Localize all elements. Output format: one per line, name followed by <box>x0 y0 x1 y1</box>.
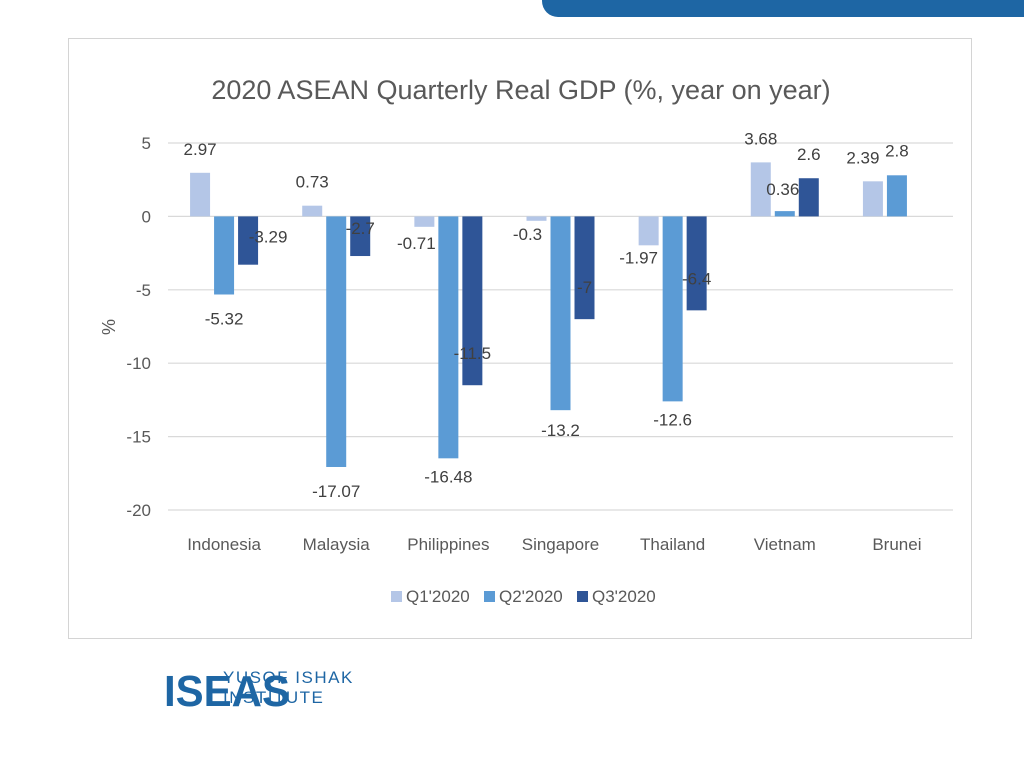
data-label-thailand-q1: -1.97 <box>619 248 658 267</box>
data-label-thailand-q3: -6.4 <box>682 269 711 288</box>
bar-vietnam-q2 <box>774 211 795 217</box>
logo-wordmark: YUSOF ISHAK INSTITUTE <box>223 668 354 708</box>
data-label-singapore-q1: -0.3 <box>513 225 542 244</box>
data-label-singapore-q3: -7 <box>577 278 592 297</box>
bar-thailand-q3 <box>686 216 707 311</box>
chart-title: 2020 ASEAN Quarterly Real GDP (%, year o… <box>211 75 830 105</box>
x-tick-label-indonesia: Indonesia <box>187 535 261 554</box>
data-label-indonesia-q1: 2.97 <box>184 140 217 159</box>
bar-malaysia-q2 <box>326 216 347 467</box>
data-label-indonesia-q2: -5.32 <box>205 309 244 328</box>
bar-malaysia-q3 <box>350 216 371 257</box>
legend-label-q2: Q2'2020 <box>499 587 563 606</box>
bar-singapore-q3 <box>574 216 595 320</box>
data-label-vietnam-q3: 2.6 <box>797 145 821 164</box>
chart-frame: 2020 ASEAN Quarterly Real GDP (%, year o… <box>68 38 972 639</box>
bar-vietnam-q1 <box>750 162 771 217</box>
data-label-thailand-q2: -12.6 <box>653 410 692 429</box>
data-label-philippines-q2: -16.48 <box>424 467 472 486</box>
logo-line-1: YUSOF ISHAK <box>223 668 354 687</box>
bar-malaysia-q1 <box>302 205 323 217</box>
x-tick-label-malaysia: Malaysia <box>303 535 371 554</box>
bar-philippines-q1 <box>414 216 435 227</box>
y-axis-label: % <box>99 319 119 335</box>
data-label-malaysia-q3: -2.7 <box>346 219 375 238</box>
bar-philippines-q3 <box>462 216 483 386</box>
bar-brunei-q2 <box>886 175 907 217</box>
bar-philippines-q2 <box>438 216 459 459</box>
gdp-bar-chart: 2020 ASEAN Quarterly Real GDP (%, year o… <box>99 75 953 606</box>
x-tick-label-singapore: Singapore <box>522 535 600 554</box>
bars <box>190 162 907 467</box>
data-label-malaysia-q2: -17.07 <box>312 482 360 501</box>
data-label-indonesia-q3: -3.29 <box>249 228 288 247</box>
x-tick-label-vietnam: Vietnam <box>754 535 816 554</box>
bar-thailand-q1 <box>638 216 659 246</box>
logo-mark-text: ISEAS <box>164 668 290 712</box>
bar-singapore-q1 <box>526 216 547 221</box>
data-label-singapore-q2: -13.2 <box>541 421 580 440</box>
legend-swatch-q2 <box>484 591 495 602</box>
iseas-logo-mark: ISEAS <box>164 668 290 712</box>
y-tick-label: -15 <box>126 428 151 447</box>
y-tick-label: -10 <box>126 354 151 373</box>
y-tick-label: -20 <box>126 501 151 520</box>
data-label-vietnam-q1: 3.68 <box>744 129 777 148</box>
y-tick-label: 0 <box>142 207 151 226</box>
bar-brunei-q1 <box>862 181 883 217</box>
legend-label-q3: Q3'2020 <box>592 587 656 606</box>
data-label-philippines-q3: -11.5 <box>454 344 492 363</box>
legend-swatch-q1 <box>391 591 402 602</box>
header-accent-bar <box>542 0 1024 17</box>
bar-indonesia-q2 <box>214 216 235 295</box>
legend: Q1'2020 Q2'2020 Q3'2020 <box>391 587 656 606</box>
y-tick-label: 5 <box>142 134 151 153</box>
bar-singapore-q2 <box>550 216 571 411</box>
bar-vietnam-q3 <box>798 178 819 217</box>
bar-indonesia-q3 <box>238 216 259 265</box>
data-label-malaysia-q1: 0.73 <box>296 173 329 192</box>
bar-indonesia-q1 <box>190 172 211 217</box>
data-label-vietnam-q2: 0.36 <box>766 180 799 199</box>
x-tick-label-thailand: Thailand <box>640 535 705 554</box>
legend-swatch-q3 <box>577 591 588 602</box>
legend-label-q1: Q1'2020 <box>406 587 470 606</box>
x-tick-label-philippines: Philippines <box>407 535 489 554</box>
data-label-brunei-q2: 2.8 <box>885 141 909 160</box>
bar-thailand-q2 <box>662 216 683 402</box>
data-label-brunei-q1: 2.39 <box>846 148 879 167</box>
data-labels: 2.97 -5.32 -3.29 0.73 -17.07 -2.7 -0.71 -16.48 -… <box>184 129 909 501</box>
data-label-philippines-q1: -0.71 <box>397 234 436 253</box>
x-tick-label-brunei: Brunei <box>872 535 921 554</box>
y-tick-label: -5 <box>136 281 151 300</box>
logo-line-2: INSTITUTE <box>223 688 325 707</box>
axis-labels: 5 0 -5 -10 -15 -20 Indonesia Malaysia Philippine… <box>126 134 921 554</box>
